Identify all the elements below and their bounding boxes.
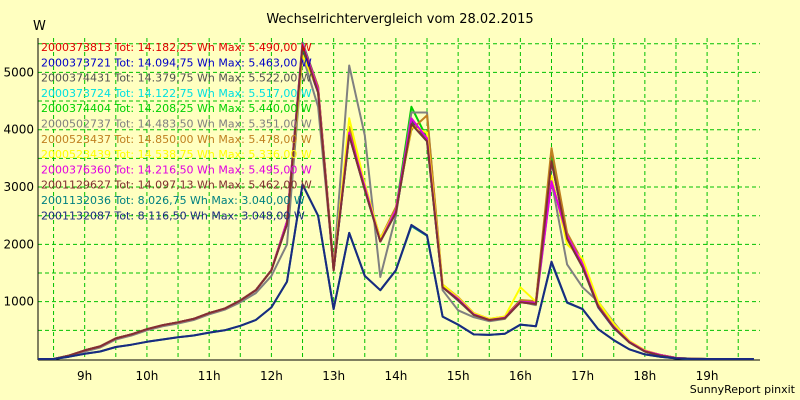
x-tick-label-16h: 16h bbox=[509, 369, 532, 383]
y-tick-label-3000: 3000 bbox=[3, 180, 34, 194]
legend-entry-7: 2000523439 Tot: 14.538,75 Wh Max: 5.336,… bbox=[41, 148, 312, 161]
footer-credit: SunnyReport pinxit bbox=[690, 383, 796, 396]
legend-entry-0: 2000373813 Tot: 14.182,25 Wh Max: 5.490,… bbox=[41, 41, 312, 54]
legend-entry-1: 2000373721 Tot: 14.094,75 Wh Max: 5.463,… bbox=[41, 56, 312, 69]
legend-entry-6: 2000523437 Tot: 14.850,00 Wh Max: 5.478,… bbox=[41, 133, 312, 146]
x-tick-label-11h: 11h bbox=[198, 369, 221, 383]
x-tick-label-9h: 9h bbox=[77, 369, 92, 383]
legend-entry-9: 2001129627 Tot: 14.097,13 Wh Max: 5.462,… bbox=[41, 179, 312, 192]
x-tick-label-17h: 17h bbox=[571, 369, 594, 383]
legend-entry-3: 2000373724 Tot: 14.122,75 Wh Max: 5.517,… bbox=[41, 87, 312, 100]
x-tick-label-13h: 13h bbox=[322, 369, 345, 383]
y-tick-label-4000: 4000 bbox=[3, 123, 34, 137]
y-tick-label-5000: 5000 bbox=[3, 65, 34, 79]
y-axis-label: W bbox=[33, 19, 46, 34]
x-tick-label-12h: 12h bbox=[260, 369, 283, 383]
y-tick-label-1000: 1000 bbox=[3, 295, 34, 309]
legend-entry-4: 2000374404 Tot: 14.208,25 Wh Max: 5.440,… bbox=[41, 102, 312, 115]
legend-entry-8: 2000376360 Tot: 14.216,50 Wh Max: 5.495,… bbox=[41, 163, 312, 176]
legend-entry-11: 2001132087 Tot: 8.116,50 Wh Max: 3.048,0… bbox=[41, 209, 305, 222]
y-tick-label-2000: 2000 bbox=[3, 237, 34, 251]
legend-entry-10: 2001132036 Tot: 8.026,75 Wh Max: 3.040,0… bbox=[41, 194, 305, 207]
x-tick-label-18h: 18h bbox=[633, 369, 656, 383]
x-tick-label-14h: 14h bbox=[384, 369, 407, 383]
legend-entry-2: 2000374431 Tot: 14.379,75 Wh Max: 5.522,… bbox=[41, 72, 312, 85]
legend-entry-5: 2000502737 Tot: 14.483,50 Wh Max: 5.351,… bbox=[41, 118, 312, 131]
x-tick-label-10h: 10h bbox=[135, 369, 158, 383]
x-tick-label-15h: 15h bbox=[447, 369, 470, 383]
chart-title: Wechselrichtervergleich vom 28.02.2015 bbox=[266, 12, 533, 27]
x-tick-label-19h: 19h bbox=[696, 369, 719, 383]
